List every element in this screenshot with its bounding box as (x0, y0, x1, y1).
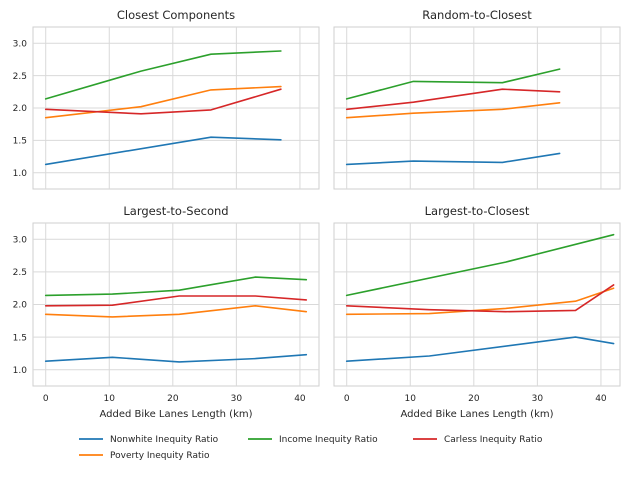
x-tick-label: 0 (344, 394, 350, 404)
subplot-title: Largest-to-Second (123, 204, 228, 218)
y-tick-label: 1.5 (13, 137, 27, 147)
legend-label: Income Inequity Ratio (279, 435, 378, 445)
y-tick-label: 1.5 (13, 333, 27, 343)
subplot-title: Random-to-Closest (422, 8, 532, 22)
series-line-income-inequity-ratio (345, 233, 615, 297)
series-line-carless-inequity-ratio (345, 88, 561, 111)
legend-item-income-inequity-ratio: Income Inequity Ratio (248, 435, 378, 445)
series-line-income-inequity-ratio (44, 276, 308, 297)
x-axis-label: Added Bike Lanes Length (km) (400, 409, 553, 420)
series-line-carless-inequity-ratio (44, 88, 282, 115)
legend-item-poverty-inequity-ratio: Poverty Inequity Ratio (79, 451, 210, 461)
series-line-carless-inequity-ratio (345, 284, 615, 313)
series-line-nonwhite-inequity-ratio (345, 336, 615, 363)
x-tick-label: 40 (294, 394, 306, 404)
series-line-nonwhite-inequity-ratio (345, 152, 561, 166)
y-tick-label: 2.0 (13, 301, 28, 311)
series-line-poverty-inequity-ratio (345, 287, 615, 316)
legend-label: Nonwhite Inequity Ratio (110, 435, 219, 445)
x-tick-label: 30 (231, 394, 243, 404)
x-tick-label: 20 (167, 394, 179, 404)
x-axis-label: Added Bike Lanes Length (km) (99, 409, 252, 420)
series-line-income-inequity-ratio (44, 50, 282, 100)
y-tick-label: 2.5 (13, 268, 27, 278)
series-line-carless-inequity-ratio (44, 295, 308, 307)
subplot-largest-to-second: Largest-to-Second 1.0 1.5 2.0 2.5 3.0 0 10 20 30 4… (13, 204, 320, 420)
x-tick-label: 0 (43, 394, 49, 404)
y-tick-label: 2.0 (13, 104, 28, 114)
y-tick-label: 2.5 (13, 72, 27, 82)
x-tick-label: 40 (595, 394, 607, 404)
y-tick-label: 1.0 (13, 366, 28, 376)
subplot-title: Closest Components (117, 8, 235, 22)
series-line-nonwhite-inequity-ratio (44, 136, 282, 166)
subplot-largest-to-closest: Largest-to-Closest 0 10 20 30 40 Added Bike La… (333, 204, 621, 420)
subplot-title: Largest-to-Closest (425, 204, 530, 218)
x-tick-label: 30 (532, 394, 544, 404)
x-tick-label: 10 (405, 394, 417, 404)
x-tick-label: 10 (104, 394, 116, 404)
series-line-poverty-inequity-ratio (44, 304, 308, 318)
y-tick-label: 3.0 (13, 236, 28, 246)
subplot-random-to-closest: Random-to-Closest (333, 8, 621, 190)
legend: Nonwhite Inequity Ratio Poverty Inequity … (79, 435, 543, 461)
legend-item-nonwhite-inequity-ratio: Nonwhite Inequity Ratio (79, 435, 219, 445)
series-line-income-inequity-ratio (345, 68, 561, 100)
y-tick-label: 1.0 (13, 169, 28, 179)
x-tick-label: 20 (468, 394, 480, 404)
y-tick-label: 3.0 (13, 39, 28, 49)
subplot-closest-components: Closest Components 1.0 1.5 2.0 2.5 3.0 (13, 8, 320, 190)
series-line-poverty-inequity-ratio (345, 102, 561, 119)
legend-item-carless-inequity-ratio: Carless Inequity Ratio (413, 435, 543, 445)
legend-label: Poverty Inequity Ratio (110, 451, 210, 461)
legend-label: Carless Inequity Ratio (444, 435, 543, 445)
series-line-nonwhite-inequity-ratio (44, 353, 308, 363)
